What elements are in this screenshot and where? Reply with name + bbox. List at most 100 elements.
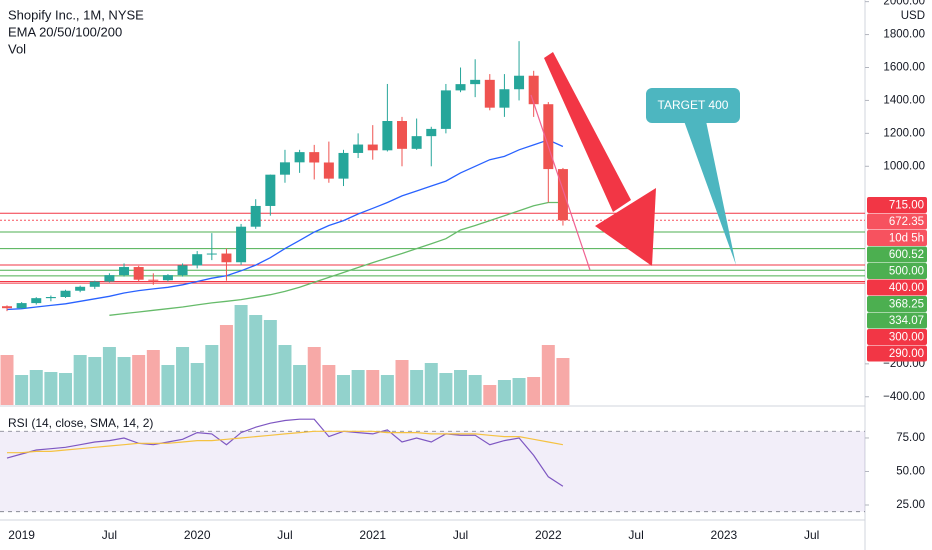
y-tick-label: 25.00 [896,499,925,511]
price-label-box [867,263,927,279]
volume-bar [336,375,350,405]
x-tick-label: 2021 [359,528,386,542]
arrow-shaft [544,52,631,212]
y-tick-label: 1200.00 [883,127,925,139]
y-tick-label: 2000.00 [883,0,925,8]
candle-body [177,265,188,276]
candle-body [440,90,451,129]
volume-bar [0,355,14,405]
candle-body [133,267,144,280]
volume-bar [59,373,73,405]
price-label-box [867,312,927,329]
x-tick-label: Jul [804,528,819,542]
candle-body [250,205,261,227]
candle-body [528,75,539,105]
candle-body [162,275,173,281]
candle-body [426,128,437,137]
rsi-title: RSI (14, close, SMA, 14, 2) [8,416,153,430]
y-tick-label: 1400.00 [883,94,925,106]
price-label: 500.00 [889,266,924,278]
currency-label: USD [901,10,925,22]
volume-bar [219,325,233,405]
callout-tail [684,121,736,265]
price-label: 672.35 [889,216,924,228]
volume-bar [366,370,380,405]
x-tick-label: Jul [628,528,643,542]
rsi-line [6,418,564,487]
volume-bar [278,345,292,405]
x-tick-label: 2020 [184,528,211,542]
x-tick-label: 2019 [8,528,35,542]
candle-body [148,279,159,281]
price-label: 400.00 [889,282,924,294]
candle-body [221,253,232,263]
volume-bar [88,357,102,405]
candle-body [16,303,27,309]
candle-body [557,169,568,221]
candle-body [31,298,42,304]
candle-body [192,254,203,266]
x-tick-label: Jul [102,528,117,542]
chart-title: Shopify Inc., 1M, NYSE [8,7,144,22]
candle-body [265,174,276,206]
candle-body [236,226,247,263]
candle-body [104,275,115,282]
volume-bar [380,375,394,405]
candle-body [45,297,56,299]
candle-body [89,281,100,287]
volume-bar [146,350,160,405]
volume-bar [44,372,58,405]
candle-body [455,84,466,91]
candle-body [75,286,86,291]
x-tick-label: Jul [453,528,468,542]
volume-bar [497,380,511,405]
candle-body [353,144,364,153]
price-label-box [867,296,927,312]
candle-body [367,144,378,151]
candle-body [382,121,393,151]
volume-bar [293,365,307,405]
volume-bar [15,375,29,405]
price-label: 300.00 [889,332,924,344]
volume-title: Vol [8,41,26,56]
candle-body [60,290,71,297]
candle-body [279,162,290,175]
countdown-box [867,230,927,246]
price-label: 715.00 [889,200,924,212]
price-label-box [867,279,927,296]
price-label-box [867,213,927,230]
candle-body [323,162,334,179]
candle-body [484,79,495,108]
volume-bar [556,358,570,405]
volume-bar [234,305,248,405]
rsi-band [0,431,865,512]
volume-bar [73,355,87,405]
volume-bar [541,345,555,405]
volume-bar [29,370,43,405]
volume-bar [176,347,190,405]
price-label-box [867,329,927,345]
price-label-box [867,345,927,362]
volume-bar [249,315,263,405]
volume-bar [307,347,321,405]
candle-body [470,79,481,85]
y-tick-label: 75.00 [896,432,925,444]
candle-body [543,104,554,170]
volume-bar [410,370,424,405]
candle-body [206,253,217,255]
volume-bar [161,365,175,405]
candle-body [294,152,305,163]
y-tick-label: 1800.00 [883,29,925,41]
indicator-title: EMA 20/50/100/200 [8,24,122,39]
ema-line [109,201,563,316]
candle-body [514,75,525,90]
callout-text: TARGET 400 [658,98,729,112]
volume-bar [263,320,277,405]
volume-bar [117,357,131,405]
volume-bar [439,373,453,405]
candle-body [309,152,320,163]
volume-bar [132,355,146,405]
